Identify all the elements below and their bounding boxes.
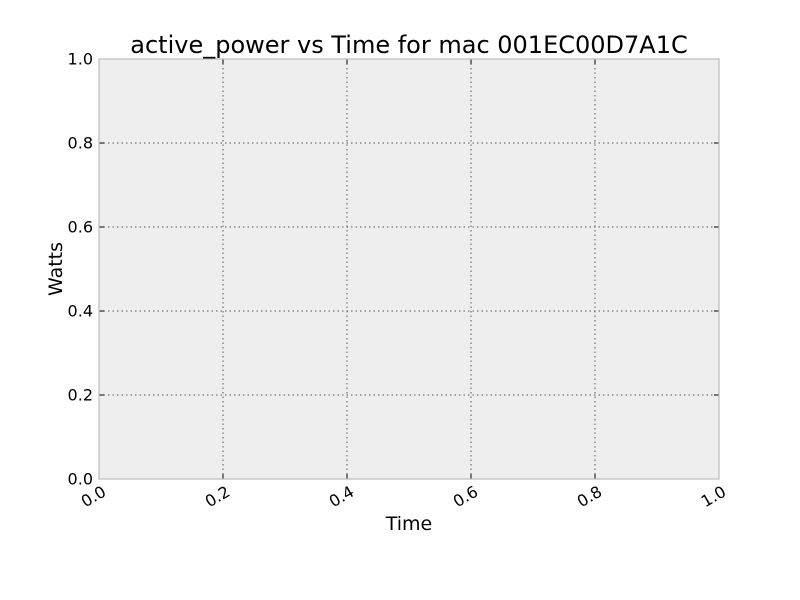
- y-tick-label: 0.6: [68, 218, 93, 237]
- chart-title: active_power vs Time for mac 001EC00D7A1…: [130, 31, 687, 59]
- y-tick-label: 0.8: [68, 134, 93, 153]
- y-tick-labels: 0.0 0.2 0.4 0.6 0.8 1.0: [68, 50, 93, 489]
- y-tick-label: 0.0: [68, 470, 93, 489]
- y-tick-label: 0.2: [68, 386, 93, 405]
- plot-frame: [98, 58, 720, 480]
- y-tick-label: 1.0: [68, 50, 93, 69]
- y-axis-label: Watts: [45, 242, 67, 296]
- plot-area: [99, 59, 719, 479]
- x-axis-label: Time: [385, 513, 433, 535]
- y-tick-label: 0.4: [68, 302, 93, 321]
